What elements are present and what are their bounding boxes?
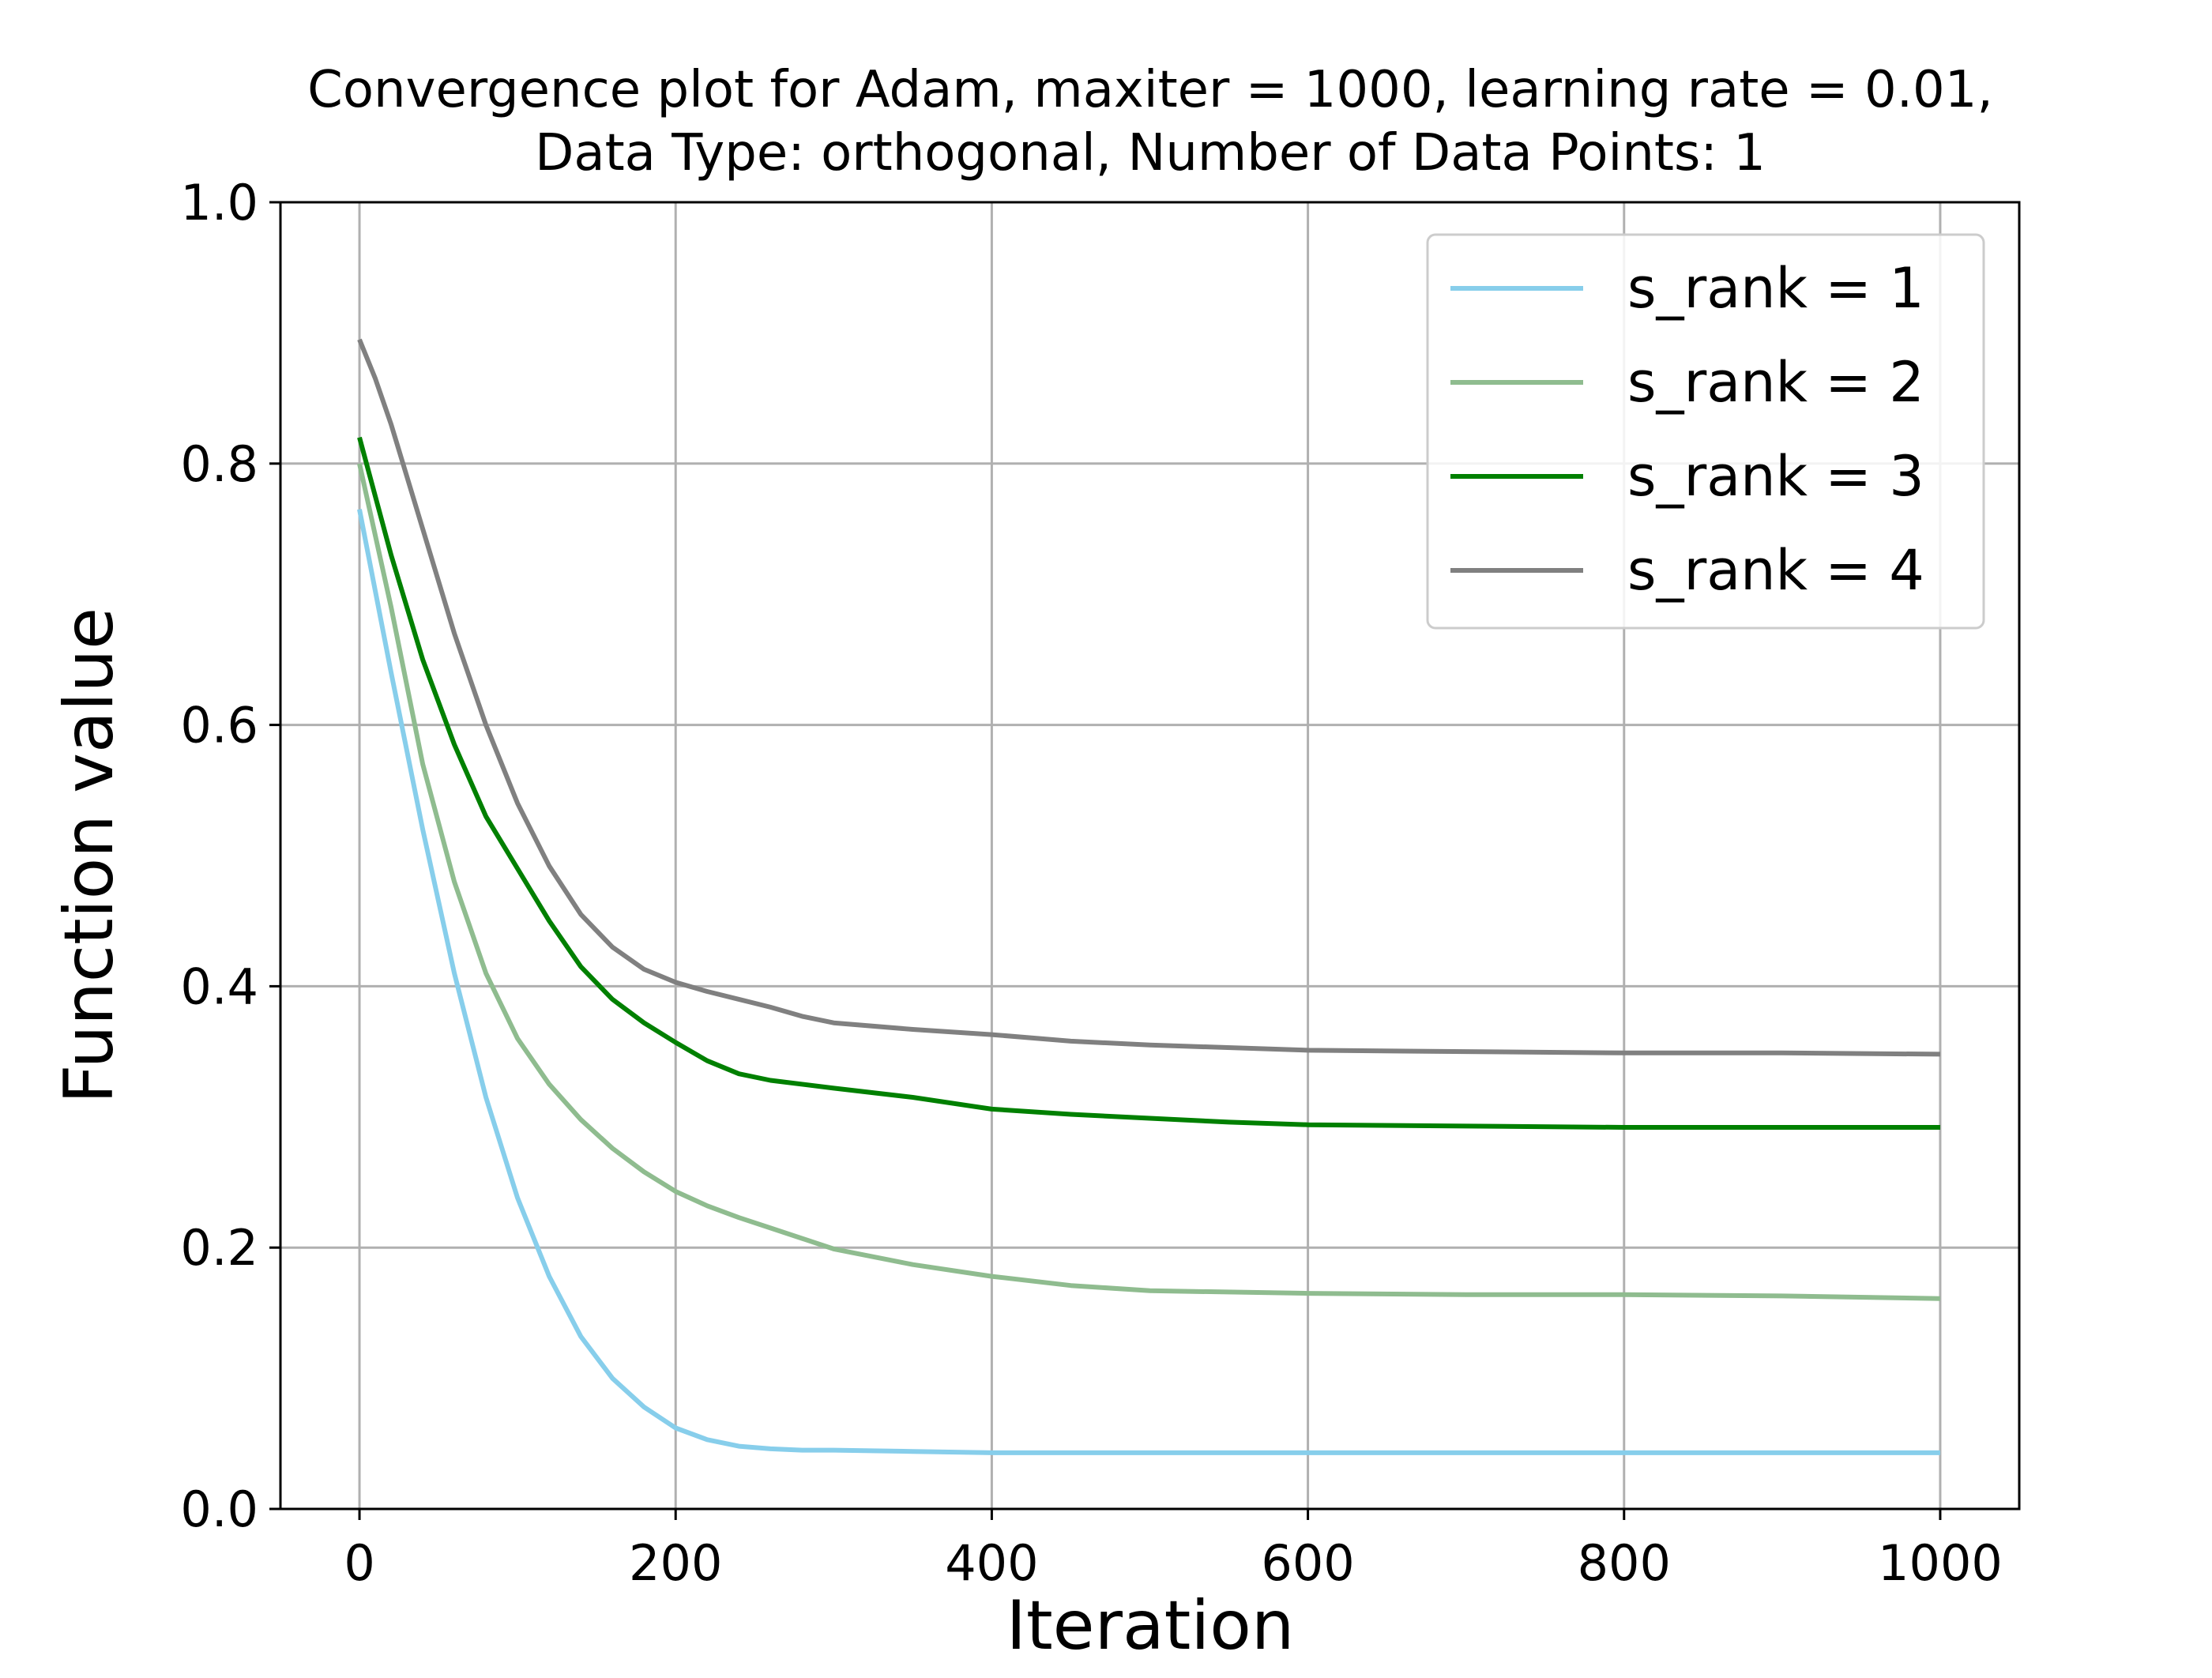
x-tick-label: 800 [1578, 1534, 1671, 1592]
axis-ticks: 0 200 400 600 800 1000 0.0 0.2 0.4 0.6 0.8 1.0 [180, 174, 2002, 1592]
x-tick-label: 200 [629, 1534, 722, 1592]
chart-title: Convergence plot for Adam, maxiter = 100… [307, 61, 1993, 119]
x-axis-label: Iteration [1006, 1586, 1295, 1665]
legend-label: s_rank = 4 [1627, 538, 1924, 603]
legend-label: s_rank = 3 [1627, 444, 1924, 509]
series-line-s-rank-2 [357, 463, 1941, 1301]
x-tick-label: 1000 [1878, 1534, 2003, 1592]
y-tick-label: 0.2 [180, 1219, 258, 1277]
y-tick-label: 0.0 [180, 1480, 258, 1538]
y-tick-label: 1.0 [180, 174, 258, 231]
chart-subtitle: Data Type: orthogonal, Number of Data Po… [535, 124, 1766, 182]
legend-label: s_rank = 2 [1627, 350, 1924, 415]
series-line-s-rank-4 [357, 338, 1941, 1057]
y-tick-label: 0.6 [180, 697, 258, 754]
x-tick-label: 400 [945, 1534, 1038, 1592]
y-tick-label: 0.4 [180, 958, 258, 1015]
y-tick-label: 0.8 [180, 435, 258, 493]
series-line-s-rank-3 [357, 436, 1940, 1130]
x-tick-label: 600 [1261, 1534, 1354, 1592]
y-axis-label: Function value [50, 608, 129, 1104]
legend: s_rank = 1 s_rank = 2 s_rank = 3 s_rank = 4 [1426, 233, 1985, 630]
series-lines [357, 338, 1941, 1455]
legend-box [1426, 233, 1985, 630]
x-tick-label: 0 [344, 1534, 374, 1592]
legend-label: s_rank = 1 [1627, 256, 1924, 321]
series-line-s-rank-1 [357, 509, 1940, 1455]
plot-area-frame [279, 201, 2021, 1511]
